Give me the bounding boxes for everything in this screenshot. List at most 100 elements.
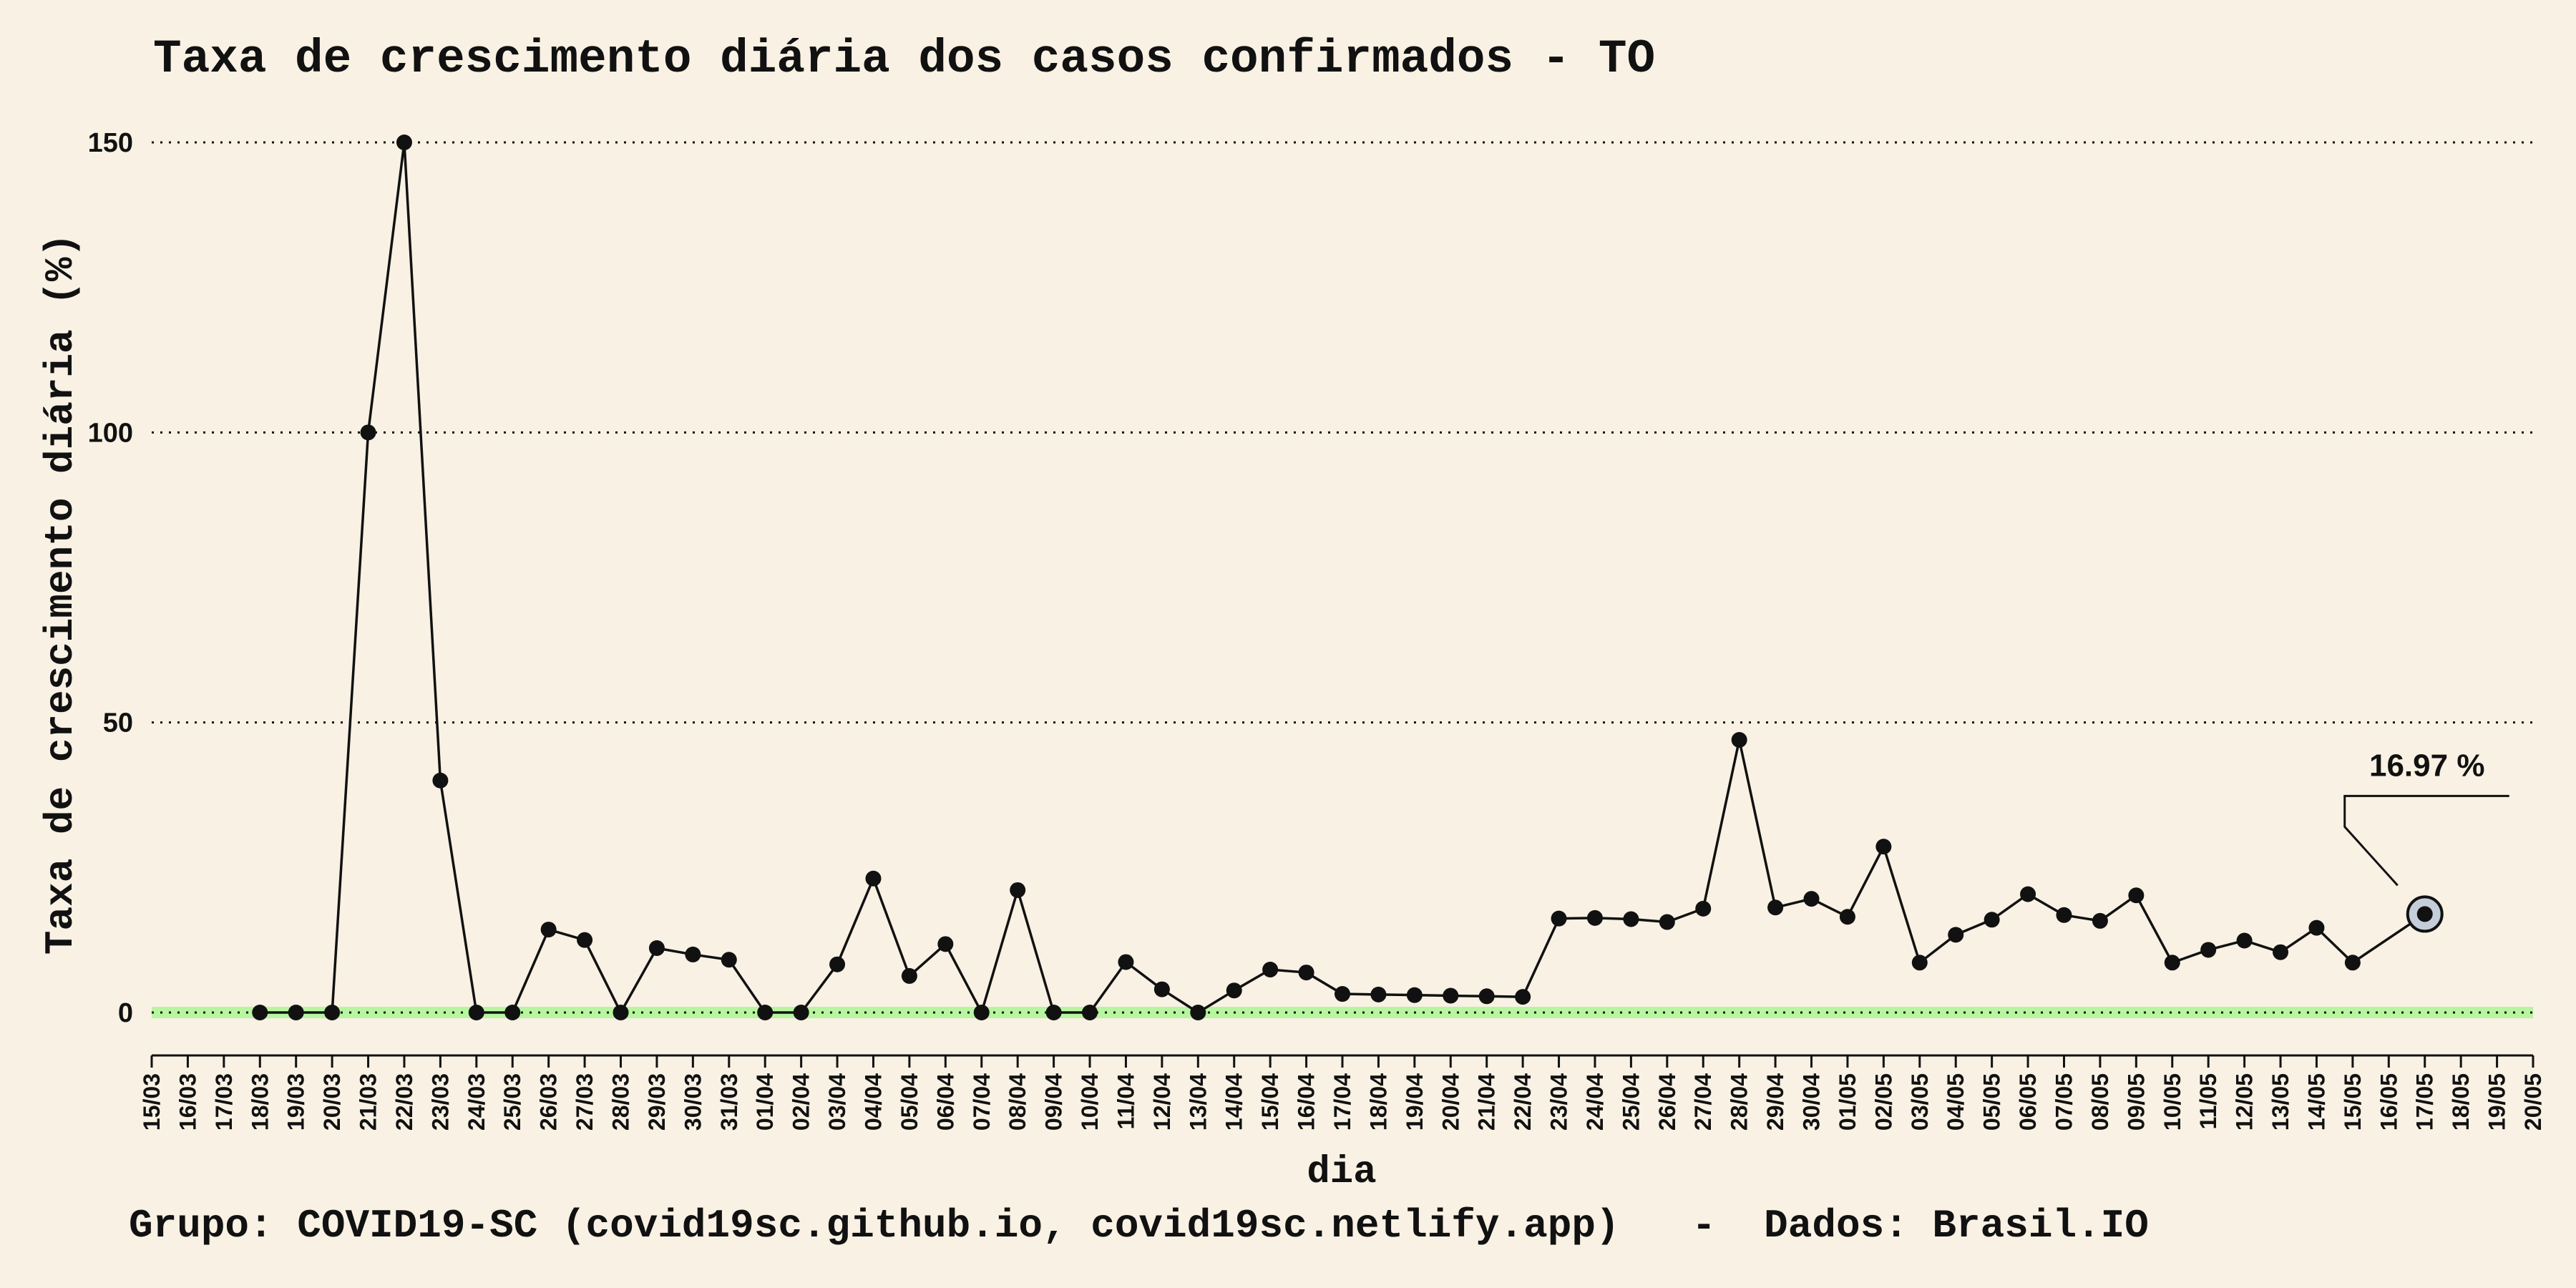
x-tick-label: 02/04	[789, 1073, 814, 1131]
x-tick-label: 15/03	[139, 1073, 165, 1131]
data-point	[540, 922, 557, 938]
x-tick-label: 16/05	[2376, 1073, 2401, 1131]
data-point	[1659, 914, 1675, 930]
x-tick-label: 28/04	[1727, 1073, 1752, 1131]
data-point	[937, 936, 954, 952]
x-tick-label: 16/03	[175, 1073, 200, 1131]
data-point	[2164, 955, 2180, 971]
y-tick-label: 50	[103, 708, 133, 738]
data-point	[1190, 1005, 1206, 1020]
annotation-leader	[2343, 794, 2509, 887]
x-tick-label: 05/04	[897, 1073, 922, 1131]
x-tick-label: 28/03	[608, 1073, 634, 1131]
x-tick-label: 03/05	[1907, 1073, 1933, 1131]
data-point	[648, 940, 665, 957]
data-point	[2128, 887, 2145, 904]
x-tick-label: 23/04	[1546, 1073, 1572, 1131]
x-tick-label: 11/04	[1113, 1073, 1138, 1130]
x-tick-label: 18/05	[2448, 1073, 2474, 1131]
data-point	[1767, 899, 1784, 916]
data-point	[2200, 942, 2217, 958]
data-point	[1153, 981, 1170, 997]
data-point	[252, 1005, 268, 1020]
x-tick-label: 24/03	[464, 1073, 489, 1131]
data-point	[973, 1005, 990, 1020]
x-tick-label: 14/04	[1221, 1073, 1247, 1131]
data-point	[793, 1005, 809, 1020]
data-point	[1839, 909, 1855, 925]
x-tick-label: 01/05	[1835, 1073, 1860, 1131]
data-point	[396, 135, 412, 150]
data-point	[1875, 839, 1892, 855]
x-tick-label: 29/04	[1762, 1073, 1788, 1131]
x-tick-label: 18/04	[1365, 1073, 1391, 1131]
x-tick-label: 15/05	[2340, 1073, 2366, 1131]
data-point	[2344, 955, 2361, 971]
x-tick-label: 20/04	[1438, 1073, 1463, 1131]
x-tick-label: 12/04	[1149, 1073, 1175, 1131]
y-tick-label: 0	[118, 998, 133, 1028]
data-point	[1118, 954, 1134, 970]
data-point	[468, 1005, 484, 1020]
x-tick-label: 29/03	[644, 1073, 670, 1131]
x-tick-label: 26/04	[1654, 1073, 1680, 1131]
x-tick-label: 19/03	[283, 1073, 309, 1131]
data-point	[2308, 919, 2325, 936]
x-tick-label: 27/04	[1690, 1073, 1716, 1131]
x-tick-label: 17/03	[211, 1073, 237, 1131]
data-point	[757, 1005, 774, 1020]
data-point	[1082, 1005, 1098, 1020]
x-tick-label: 18/03	[247, 1073, 273, 1131]
x-tick-label: 20/03	[319, 1073, 345, 1131]
x-tick-label: 22/03	[391, 1073, 417, 1131]
x-tick-label: 03/04	[824, 1073, 850, 1131]
data-point	[1515, 989, 1531, 1005]
x-tick-label: 02/05	[1870, 1073, 1896, 1131]
x-tick-label: 31/03	[716, 1073, 742, 1131]
x-tick-label: 25/04	[1618, 1073, 1644, 1131]
data-point	[288, 1005, 304, 1020]
data-point	[1406, 987, 1423, 1003]
x-tick-label: 04/05	[1943, 1073, 1968, 1131]
data-point	[1623, 911, 1639, 927]
data-point	[360, 424, 376, 441]
x-tick-label: 05/05	[1979, 1073, 2005, 1131]
data-point	[2416, 906, 2433, 922]
y-tick-label: 150	[88, 128, 133, 158]
x-tick-label: 10/04	[1077, 1073, 1103, 1131]
data-point	[721, 952, 737, 968]
data-point	[2020, 886, 2036, 902]
data-point	[613, 1005, 629, 1020]
caption: Grupo: COVID19-SC (covid19sc.github.io, …	[129, 1203, 2149, 1249]
data-point	[1335, 986, 1350, 1002]
data-point	[1478, 988, 1495, 1005]
data-point	[504, 1005, 521, 1020]
x-tick-label: 09/04	[1041, 1073, 1067, 1131]
data-point	[1984, 912, 2000, 928]
data-point	[829, 956, 846, 972]
data-point	[2092, 912, 2108, 929]
x-tick-label: 30/03	[680, 1073, 706, 1131]
data-point	[1551, 910, 1567, 927]
data-point	[1226, 982, 1242, 999]
x-tick-label: 06/04	[932, 1073, 958, 1131]
data-point	[432, 772, 449, 789]
x-tick-label: 20/05	[2520, 1073, 2546, 1131]
x-tick-label: 27/03	[572, 1073, 597, 1131]
x-tick-label: 04/04	[860, 1073, 886, 1131]
x-tick-label: 26/03	[536, 1073, 562, 1131]
x-tick-label: 09/05	[2123, 1073, 2149, 1131]
data-point	[2236, 932, 2253, 949]
data-point	[1911, 955, 1928, 971]
data-point	[1803, 891, 1820, 907]
data-point	[1298, 965, 1314, 981]
x-tick-label: 24/04	[1582, 1073, 1608, 1131]
x-tick-label: 13/05	[2268, 1073, 2293, 1131]
x-tick-label: 08/04	[1005, 1073, 1030, 1131]
x-tick-label: 11/05	[2195, 1073, 2221, 1129]
data-point	[1948, 927, 1964, 943]
data-point	[2273, 944, 2289, 960]
x-tick-label: 30/04	[1799, 1073, 1825, 1131]
x-tick-label: 22/04	[1510, 1073, 1536, 1131]
